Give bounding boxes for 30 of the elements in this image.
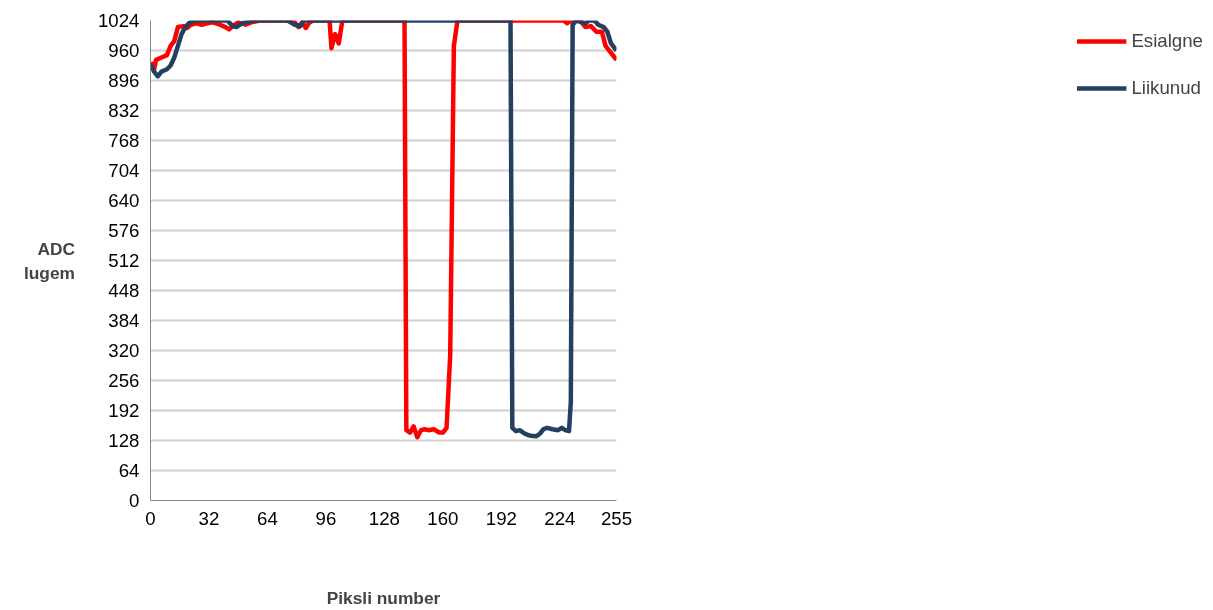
y-tick-label: 512 bbox=[108, 250, 140, 271]
y-tick-label: 64 bbox=[118, 460, 140, 481]
x-tick-label: 224 bbox=[544, 507, 576, 529]
x-tick-label: 0 bbox=[145, 507, 156, 529]
x-tick-label: 64 bbox=[257, 507, 278, 529]
y-tick-label: 384 bbox=[108, 310, 140, 331]
x-tick-label: 128 bbox=[368, 507, 400, 529]
y-tick-label: 960 bbox=[108, 40, 140, 61]
legend-label: Esialgne bbox=[1131, 30, 1203, 52]
y-tick-label: 896 bbox=[108, 70, 140, 91]
x-tick-label: 96 bbox=[315, 507, 337, 529]
y-tick-label: 576 bbox=[108, 220, 140, 241]
y-tick-label: 256 bbox=[108, 370, 140, 391]
y-tick-label: 1024 bbox=[98, 10, 140, 31]
y-tick-label: 448 bbox=[108, 280, 140, 301]
x-axis-title: Piksli number bbox=[326, 587, 441, 608]
y-tick-label: 128 bbox=[108, 430, 140, 451]
y-tick-label: 704 bbox=[108, 160, 140, 181]
x-tick-label: 32 bbox=[198, 507, 220, 529]
x-tick-label: 255 bbox=[600, 507, 633, 529]
x-tick-label: 160 bbox=[427, 507, 459, 529]
y-tick-label: 640 bbox=[108, 190, 140, 211]
y-tick-label: 192 bbox=[108, 400, 140, 421]
x-tick-label: 192 bbox=[485, 507, 517, 529]
y-axis-title: ADC lugem bbox=[23, 238, 76, 283]
y-tick-label: 832 bbox=[108, 100, 140, 121]
legend-label: Liikunud bbox=[1131, 77, 1201, 99]
y-tick-label: 768 bbox=[108, 130, 140, 151]
y-tick-label: 0 bbox=[129, 490, 140, 511]
y-tick-label: 320 bbox=[108, 340, 140, 361]
